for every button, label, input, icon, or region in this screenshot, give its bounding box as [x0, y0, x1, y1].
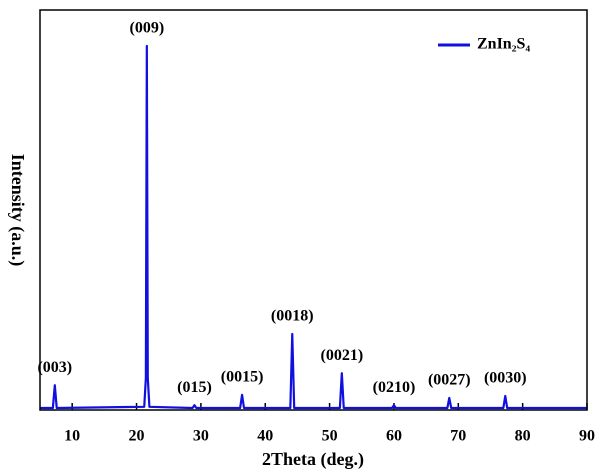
x-tick-label: 90: [579, 428, 595, 445]
x-tick-label: 80: [515, 428, 531, 445]
peak-label: (0021): [320, 347, 363, 364]
x-tick-label: 50: [322, 428, 338, 445]
x-tick-label: 40: [257, 428, 273, 445]
peak-label: (009): [129, 20, 164, 37]
peak-label: (015): [177, 379, 212, 396]
peak-label: (0030): [484, 370, 527, 387]
plot-frame: [39, 9, 588, 411]
data-line: [40, 44, 587, 410]
peak-label: (003): [37, 359, 72, 376]
x-tick-label: 10: [64, 428, 80, 445]
x-tick-label: 60: [386, 428, 402, 445]
peak-label: (0018): [271, 308, 314, 325]
y-axis-title: Intensity (a.u.): [7, 154, 28, 267]
peak-label: (0027): [428, 372, 471, 389]
peak-label: (0015): [221, 368, 264, 385]
x-tick-label: 30: [193, 428, 209, 445]
peak-label: (0210): [373, 379, 416, 396]
x-tick-label: 70: [450, 428, 466, 445]
x-axis-title: 2Theta (deg.): [262, 449, 364, 470]
legend-label: ZnIn₂S₄: [477, 36, 530, 53]
x-tick-label: 20: [129, 428, 145, 445]
